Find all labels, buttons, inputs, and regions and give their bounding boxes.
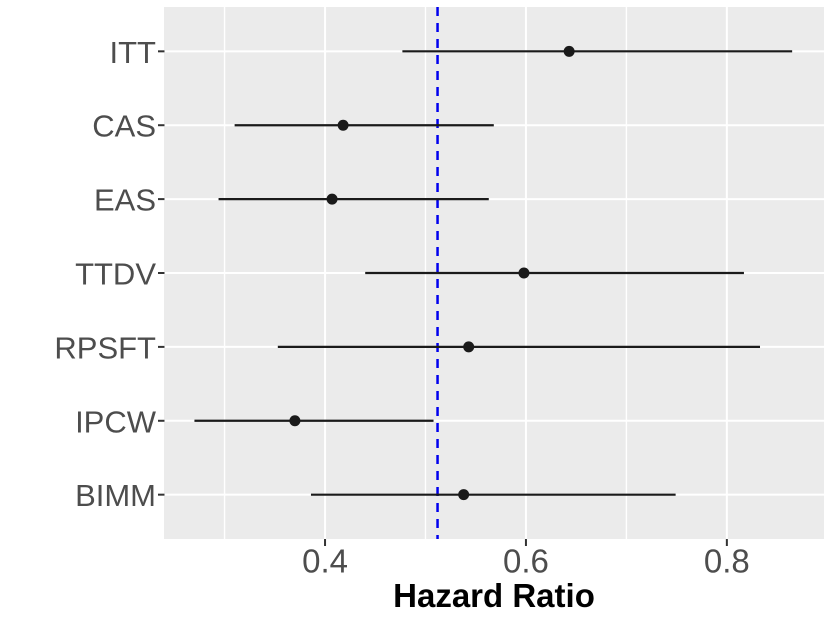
y-category-label-rpsft: RPSFT xyxy=(54,330,156,365)
x-axis-title: Hazard Ratio xyxy=(393,577,595,614)
x-tick-label: 0.4 xyxy=(302,543,348,580)
y-category-label-eas: EAS xyxy=(94,183,156,218)
y-category-label-itt: ITT xyxy=(110,35,157,70)
estimate-point-ipcw xyxy=(289,415,301,427)
estimate-point-itt xyxy=(563,45,575,57)
x-tick-label: 0.8 xyxy=(704,543,750,580)
y-category-label-bimm: BIMM xyxy=(75,478,156,513)
y-category-label-ipcw: IPCW xyxy=(75,404,157,439)
estimate-point-bimm xyxy=(458,489,470,501)
estimate-point-cas xyxy=(337,119,349,131)
estimate-point-rpsft xyxy=(463,341,475,353)
y-category-label-ttdv: TTDV xyxy=(75,257,156,292)
y-category-label-cas: CAS xyxy=(92,109,156,144)
estimate-point-eas xyxy=(326,193,338,205)
estimate-point-ttdv xyxy=(518,267,530,279)
x-tick-label: 0.6 xyxy=(503,543,549,580)
